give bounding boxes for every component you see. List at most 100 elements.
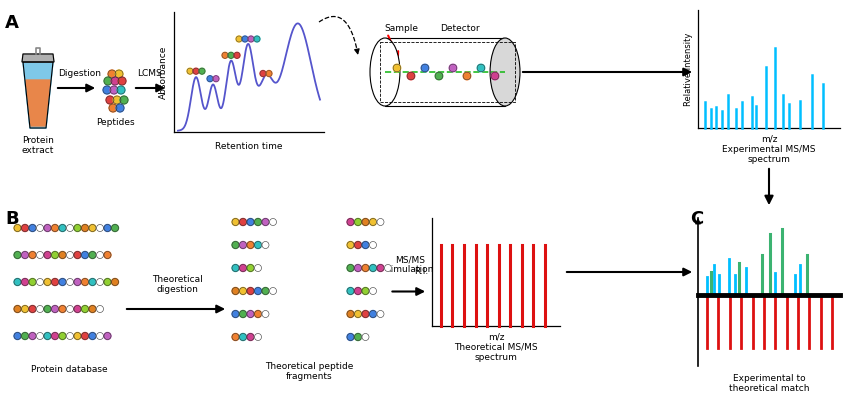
Circle shape [254, 265, 262, 271]
Bar [380, 42, 515, 102]
Circle shape [254, 310, 262, 318]
Circle shape [370, 265, 377, 271]
Circle shape [232, 241, 239, 248]
Circle shape [262, 218, 269, 226]
Circle shape [394, 64, 400, 72]
Circle shape [347, 288, 354, 295]
Circle shape [14, 305, 21, 312]
Text: Sample: Sample [384, 24, 418, 33]
Circle shape [52, 333, 59, 339]
Circle shape [29, 333, 36, 339]
Circle shape [354, 333, 361, 340]
Circle shape [115, 70, 123, 78]
Bar [385, 38, 505, 106]
Text: m/z: m/z [761, 135, 777, 144]
Circle shape [370, 310, 377, 318]
Circle shape [44, 224, 51, 231]
Circle shape [240, 265, 246, 271]
Circle shape [66, 305, 73, 312]
Circle shape [228, 52, 234, 58]
Circle shape [232, 218, 239, 226]
Circle shape [254, 241, 262, 248]
Circle shape [222, 52, 228, 58]
Circle shape [52, 278, 59, 286]
Circle shape [262, 241, 269, 248]
Circle shape [110, 86, 118, 94]
Circle shape [44, 252, 51, 258]
Text: Peptides: Peptides [96, 118, 134, 127]
Circle shape [21, 305, 29, 312]
Circle shape [14, 278, 21, 286]
Circle shape [232, 265, 239, 271]
Circle shape [354, 265, 361, 271]
Circle shape [254, 288, 262, 295]
Circle shape [377, 310, 384, 318]
Circle shape [21, 278, 29, 286]
Text: R.I.: R.I. [414, 267, 428, 276]
Circle shape [59, 224, 66, 231]
Circle shape [14, 333, 21, 339]
Circle shape [370, 288, 377, 295]
Text: A: A [5, 14, 19, 32]
Circle shape [240, 333, 246, 340]
Text: C: C [690, 210, 703, 228]
Circle shape [59, 305, 66, 312]
Circle shape [254, 36, 260, 42]
Text: Protein
extract: Protein extract [22, 136, 54, 155]
Circle shape [37, 224, 43, 231]
Circle shape [232, 333, 239, 340]
Circle shape [21, 333, 29, 339]
Circle shape [21, 252, 29, 258]
Circle shape [74, 224, 81, 231]
Circle shape [89, 278, 96, 286]
Ellipse shape [490, 38, 520, 106]
Circle shape [74, 252, 81, 258]
Circle shape [260, 71, 266, 77]
Circle shape [29, 252, 36, 258]
Circle shape [113, 96, 121, 104]
Circle shape [232, 310, 239, 318]
Circle shape [111, 224, 118, 231]
Circle shape [37, 278, 43, 286]
Circle shape [362, 310, 369, 318]
Circle shape [104, 278, 111, 286]
Circle shape [59, 333, 66, 339]
Circle shape [29, 305, 36, 312]
Circle shape [266, 71, 272, 77]
Text: LCMS: LCMS [138, 69, 162, 78]
Circle shape [247, 333, 254, 340]
Circle shape [66, 278, 73, 286]
Text: Relative intensity: Relative intensity [684, 32, 693, 106]
Circle shape [29, 224, 36, 231]
Text: Theoretical MS/MS
spectrum: Theoretical MS/MS spectrum [454, 343, 538, 362]
Circle shape [347, 218, 354, 226]
Circle shape [232, 288, 239, 295]
Circle shape [463, 72, 471, 80]
Circle shape [89, 224, 96, 231]
Circle shape [44, 333, 51, 339]
Circle shape [44, 305, 51, 312]
Circle shape [234, 52, 240, 58]
Circle shape [82, 305, 88, 312]
Circle shape [37, 305, 43, 312]
Circle shape [370, 218, 377, 226]
Polygon shape [26, 80, 50, 126]
Circle shape [262, 310, 269, 318]
Circle shape [377, 265, 384, 271]
Circle shape [254, 218, 262, 226]
Circle shape [116, 104, 124, 112]
Circle shape [247, 218, 254, 226]
Circle shape [14, 224, 21, 231]
Circle shape [240, 310, 246, 318]
Circle shape [421, 64, 428, 72]
Circle shape [362, 288, 369, 295]
Circle shape [97, 305, 104, 312]
Circle shape [82, 333, 88, 339]
Circle shape [66, 224, 73, 231]
Circle shape [104, 252, 111, 258]
Circle shape [44, 278, 51, 286]
Polygon shape [23, 62, 53, 128]
Text: B: B [5, 210, 19, 228]
Circle shape [89, 252, 96, 258]
Polygon shape [22, 54, 54, 62]
